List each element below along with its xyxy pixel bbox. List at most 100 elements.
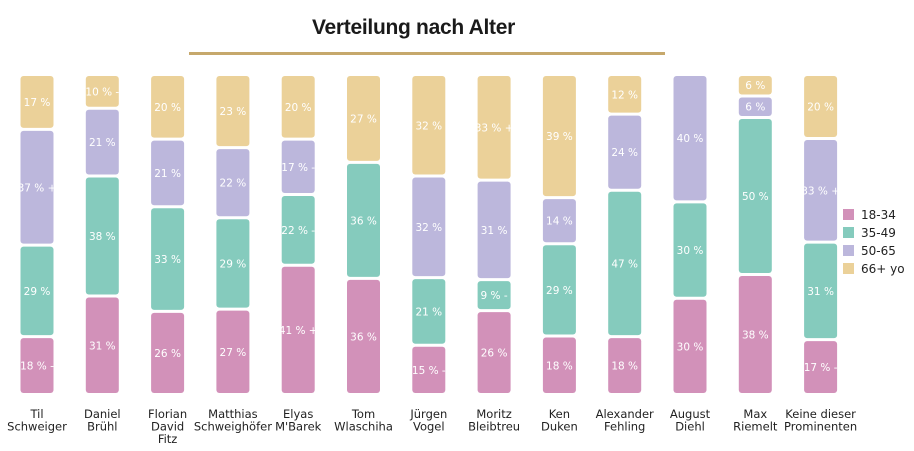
bar-segment-moritz-bleibtreu-18-34 bbox=[477, 312, 511, 393]
data-label-j-rgen-vogel-35-49: 21 % bbox=[415, 306, 442, 318]
legend-swatch-66-yo bbox=[843, 263, 854, 274]
bar-segment-til-schweiger-50-65 bbox=[20, 130, 54, 244]
data-label-max-riemelt-50-65: 6 % bbox=[745, 102, 765, 114]
legend-label-18-34: 18-34 bbox=[861, 208, 896, 222]
title-underline bbox=[189, 52, 665, 55]
data-label-keine-dieser-prominenten-66-yo: 20 % bbox=[807, 101, 834, 113]
chart-title: Verteilung nach Alter bbox=[312, 16, 515, 39]
bar-segment-elyas-m-barek-66-yo bbox=[281, 76, 315, 138]
data-label-j-rgen-vogel-50-65: 32 % bbox=[415, 222, 442, 234]
data-label-daniel-br-hl-35-49: 38 % bbox=[89, 231, 116, 243]
data-label-florian-david-fitz-18-34: 26 % bbox=[154, 348, 181, 360]
data-label-moritz-bleibtreu-66-yo: 33 % + bbox=[475, 122, 514, 134]
bar-segment-daniel-br-hl-35-49 bbox=[85, 177, 119, 295]
bar-segment-j-rgen-vogel-35-49 bbox=[412, 279, 446, 344]
data-label-august-diehl-35-49: 30 % bbox=[677, 245, 704, 257]
data-label-alexander-fehling-18-34: 18 % bbox=[611, 361, 638, 373]
bar-segment-j-rgen-vogel-50-65 bbox=[412, 177, 446, 277]
x-tick-label-til-schweiger: Til Schweiger bbox=[7, 407, 67, 434]
bar-segment-matthias-schweigh-fer-66-yo bbox=[216, 76, 250, 147]
x-tick-label-keine-dieser-prominenten: Keine dieser Prominenten bbox=[784, 407, 857, 434]
data-label-moritz-bleibtreu-18-34: 26 % bbox=[481, 348, 508, 360]
x-tick-label-matthias-schweigh-fer: Matthias Schweighöfer bbox=[194, 407, 272, 434]
data-label-elyas-m-barek-50-65: 17 % - bbox=[281, 162, 315, 174]
bar-segment-moritz-bleibtreu-35-49 bbox=[477, 281, 511, 310]
bar-segment-florian-david-fitz-50-65 bbox=[151, 140, 185, 206]
data-label-tom-wlaschiha-35-49: 36 % bbox=[350, 215, 377, 227]
data-label-daniel-br-hl-66-yo: 10 % - bbox=[85, 86, 119, 98]
data-label-matthias-schweigh-fer-18-34: 27 % bbox=[220, 347, 247, 359]
bar-segment-daniel-br-hl-66-yo bbox=[85, 76, 119, 107]
bar-segment-daniel-br-hl-50-65 bbox=[85, 109, 119, 175]
legend-swatch-50-65 bbox=[843, 245, 854, 256]
legend-swatch-18-34 bbox=[843, 209, 854, 220]
bar-segment-elyas-m-barek-35-49 bbox=[281, 195, 315, 264]
data-label-florian-david-fitz-35-49: 33 % bbox=[154, 254, 181, 266]
bar-segment-max-riemelt-35-49 bbox=[738, 118, 772, 273]
bar-segment-tom-wlaschiha-35-49 bbox=[347, 163, 380, 277]
data-label-elyas-m-barek-18-34: 41 % + bbox=[279, 325, 318, 337]
data-label-ken-duken-18-34: 18 % bbox=[546, 360, 573, 372]
bar-segment-alexander-fehling-35-49 bbox=[608, 191, 642, 336]
bar-segment-florian-david-fitz-66-yo bbox=[151, 76, 185, 138]
data-label-matthias-schweigh-fer-35-49: 29 % bbox=[220, 258, 247, 270]
x-tick-label-ken-duken: Ken Duken bbox=[541, 407, 578, 434]
data-label-til-schweiger-50-65: 37 % + bbox=[18, 182, 57, 194]
bar-segment-max-riemelt-18-34 bbox=[738, 275, 772, 393]
bar-segment-ken-duken-50-65 bbox=[542, 199, 576, 243]
bar-segment-keine-dieser-prominenten-35-49 bbox=[804, 243, 838, 339]
legend-label-35-49: 35-49 bbox=[861, 226, 896, 240]
bar-segment-til-schweiger-18-34 bbox=[20, 338, 54, 393]
x-tick-label-tom-wlaschiha: Tom Wlaschiha bbox=[334, 407, 393, 434]
bar-segment-max-riemelt-66-yo bbox=[738, 76, 772, 95]
data-label-keine-dieser-prominenten-50-65: 33 % + bbox=[801, 185, 840, 197]
data-label-elyas-m-barek-35-49: 22 % - bbox=[281, 225, 315, 237]
data-label-ken-duken-66-yo: 39 % bbox=[546, 131, 573, 143]
bar-segment-matthias-schweigh-fer-18-34 bbox=[216, 310, 250, 393]
bar-segment-keine-dieser-prominenten-66-yo bbox=[804, 76, 838, 137]
bar-segment-tom-wlaschiha-18-34 bbox=[347, 279, 380, 393]
bar-segment-til-schweiger-35-49 bbox=[20, 246, 54, 336]
data-label-alexander-fehling-66-yo: 12 % bbox=[611, 89, 638, 101]
bar-segment-tom-wlaschiha-66-yo bbox=[347, 76, 380, 161]
data-label-august-diehl-18-34: 30 % bbox=[677, 341, 704, 353]
data-label-ken-duken-50-65: 14 % bbox=[546, 216, 573, 228]
data-label-keine-dieser-prominenten-18-34: 17 % - bbox=[804, 362, 838, 374]
data-label-tom-wlaschiha-18-34: 36 % bbox=[350, 331, 377, 343]
data-label-til-schweiger-35-49: 29 % bbox=[24, 286, 51, 298]
legend-label-66-yo: 66+ yo bbox=[861, 262, 905, 276]
data-label-max-riemelt-18-34: 38 % bbox=[742, 329, 769, 341]
x-tick-label-elyas-m-barek: Elyas M'Barek bbox=[275, 407, 322, 434]
data-label-til-schweiger-66-yo: 17 % bbox=[24, 97, 51, 109]
bar-segment-matthias-schweigh-fer-50-65 bbox=[216, 149, 250, 217]
bar-segment-moritz-bleibtreu-66-yo bbox=[477, 76, 511, 179]
bar-segment-matthias-schweigh-fer-35-49 bbox=[216, 219, 250, 308]
x-tick-label-florian-david-fitz: Florian David Fitz bbox=[148, 407, 187, 446]
x-tick-label-alexander-fehling: Alexander Fehling bbox=[596, 407, 654, 434]
data-label-august-diehl-50-65: 40 % bbox=[677, 133, 704, 145]
bar-segment-keine-dieser-prominenten-18-34 bbox=[804, 341, 838, 393]
bar-segment-ken-duken-18-34 bbox=[542, 337, 576, 393]
data-label-moritz-bleibtreu-35-49: 9 % - bbox=[481, 290, 508, 302]
x-tick-label-j-rgen-vogel: Jürgen Vogel bbox=[409, 407, 447, 434]
x-tick-label-daniel-br-hl: Daniel Brühl bbox=[84, 407, 121, 434]
x-tick-label-moritz-bleibtreu: Moritz Bleibtreu bbox=[468, 407, 520, 434]
data-label-j-rgen-vogel-18-34: 15 % - bbox=[412, 365, 446, 377]
bar-segment-moritz-bleibtreu-50-65 bbox=[477, 181, 511, 279]
data-label-elyas-m-barek-66-yo: 20 % bbox=[285, 102, 312, 114]
bar-segment-florian-david-fitz-18-34 bbox=[151, 312, 185, 393]
data-label-daniel-br-hl-18-34: 31 % bbox=[89, 340, 116, 352]
bar-segment-alexander-fehling-66-yo bbox=[608, 76, 642, 113]
data-label-tom-wlaschiha-66-yo: 27 % bbox=[350, 113, 377, 125]
legend-label-50-65: 50-65 bbox=[861, 244, 896, 258]
bar-segment-florian-david-fitz-35-49 bbox=[151, 208, 185, 310]
bar-segment-j-rgen-vogel-18-34 bbox=[412, 346, 446, 393]
bar-segment-alexander-fehling-50-65 bbox=[608, 115, 642, 189]
bar-segment-elyas-m-barek-50-65 bbox=[281, 140, 315, 193]
bar-segment-til-schweiger-66-yo bbox=[20, 76, 54, 128]
data-label-florian-david-fitz-66-yo: 20 % bbox=[154, 102, 181, 114]
bar-segment-alexander-fehling-18-34 bbox=[608, 338, 642, 393]
data-label-matthias-schweigh-fer-66-yo: 23 % bbox=[220, 106, 247, 118]
data-label-max-riemelt-35-49: 50 % bbox=[742, 191, 769, 203]
